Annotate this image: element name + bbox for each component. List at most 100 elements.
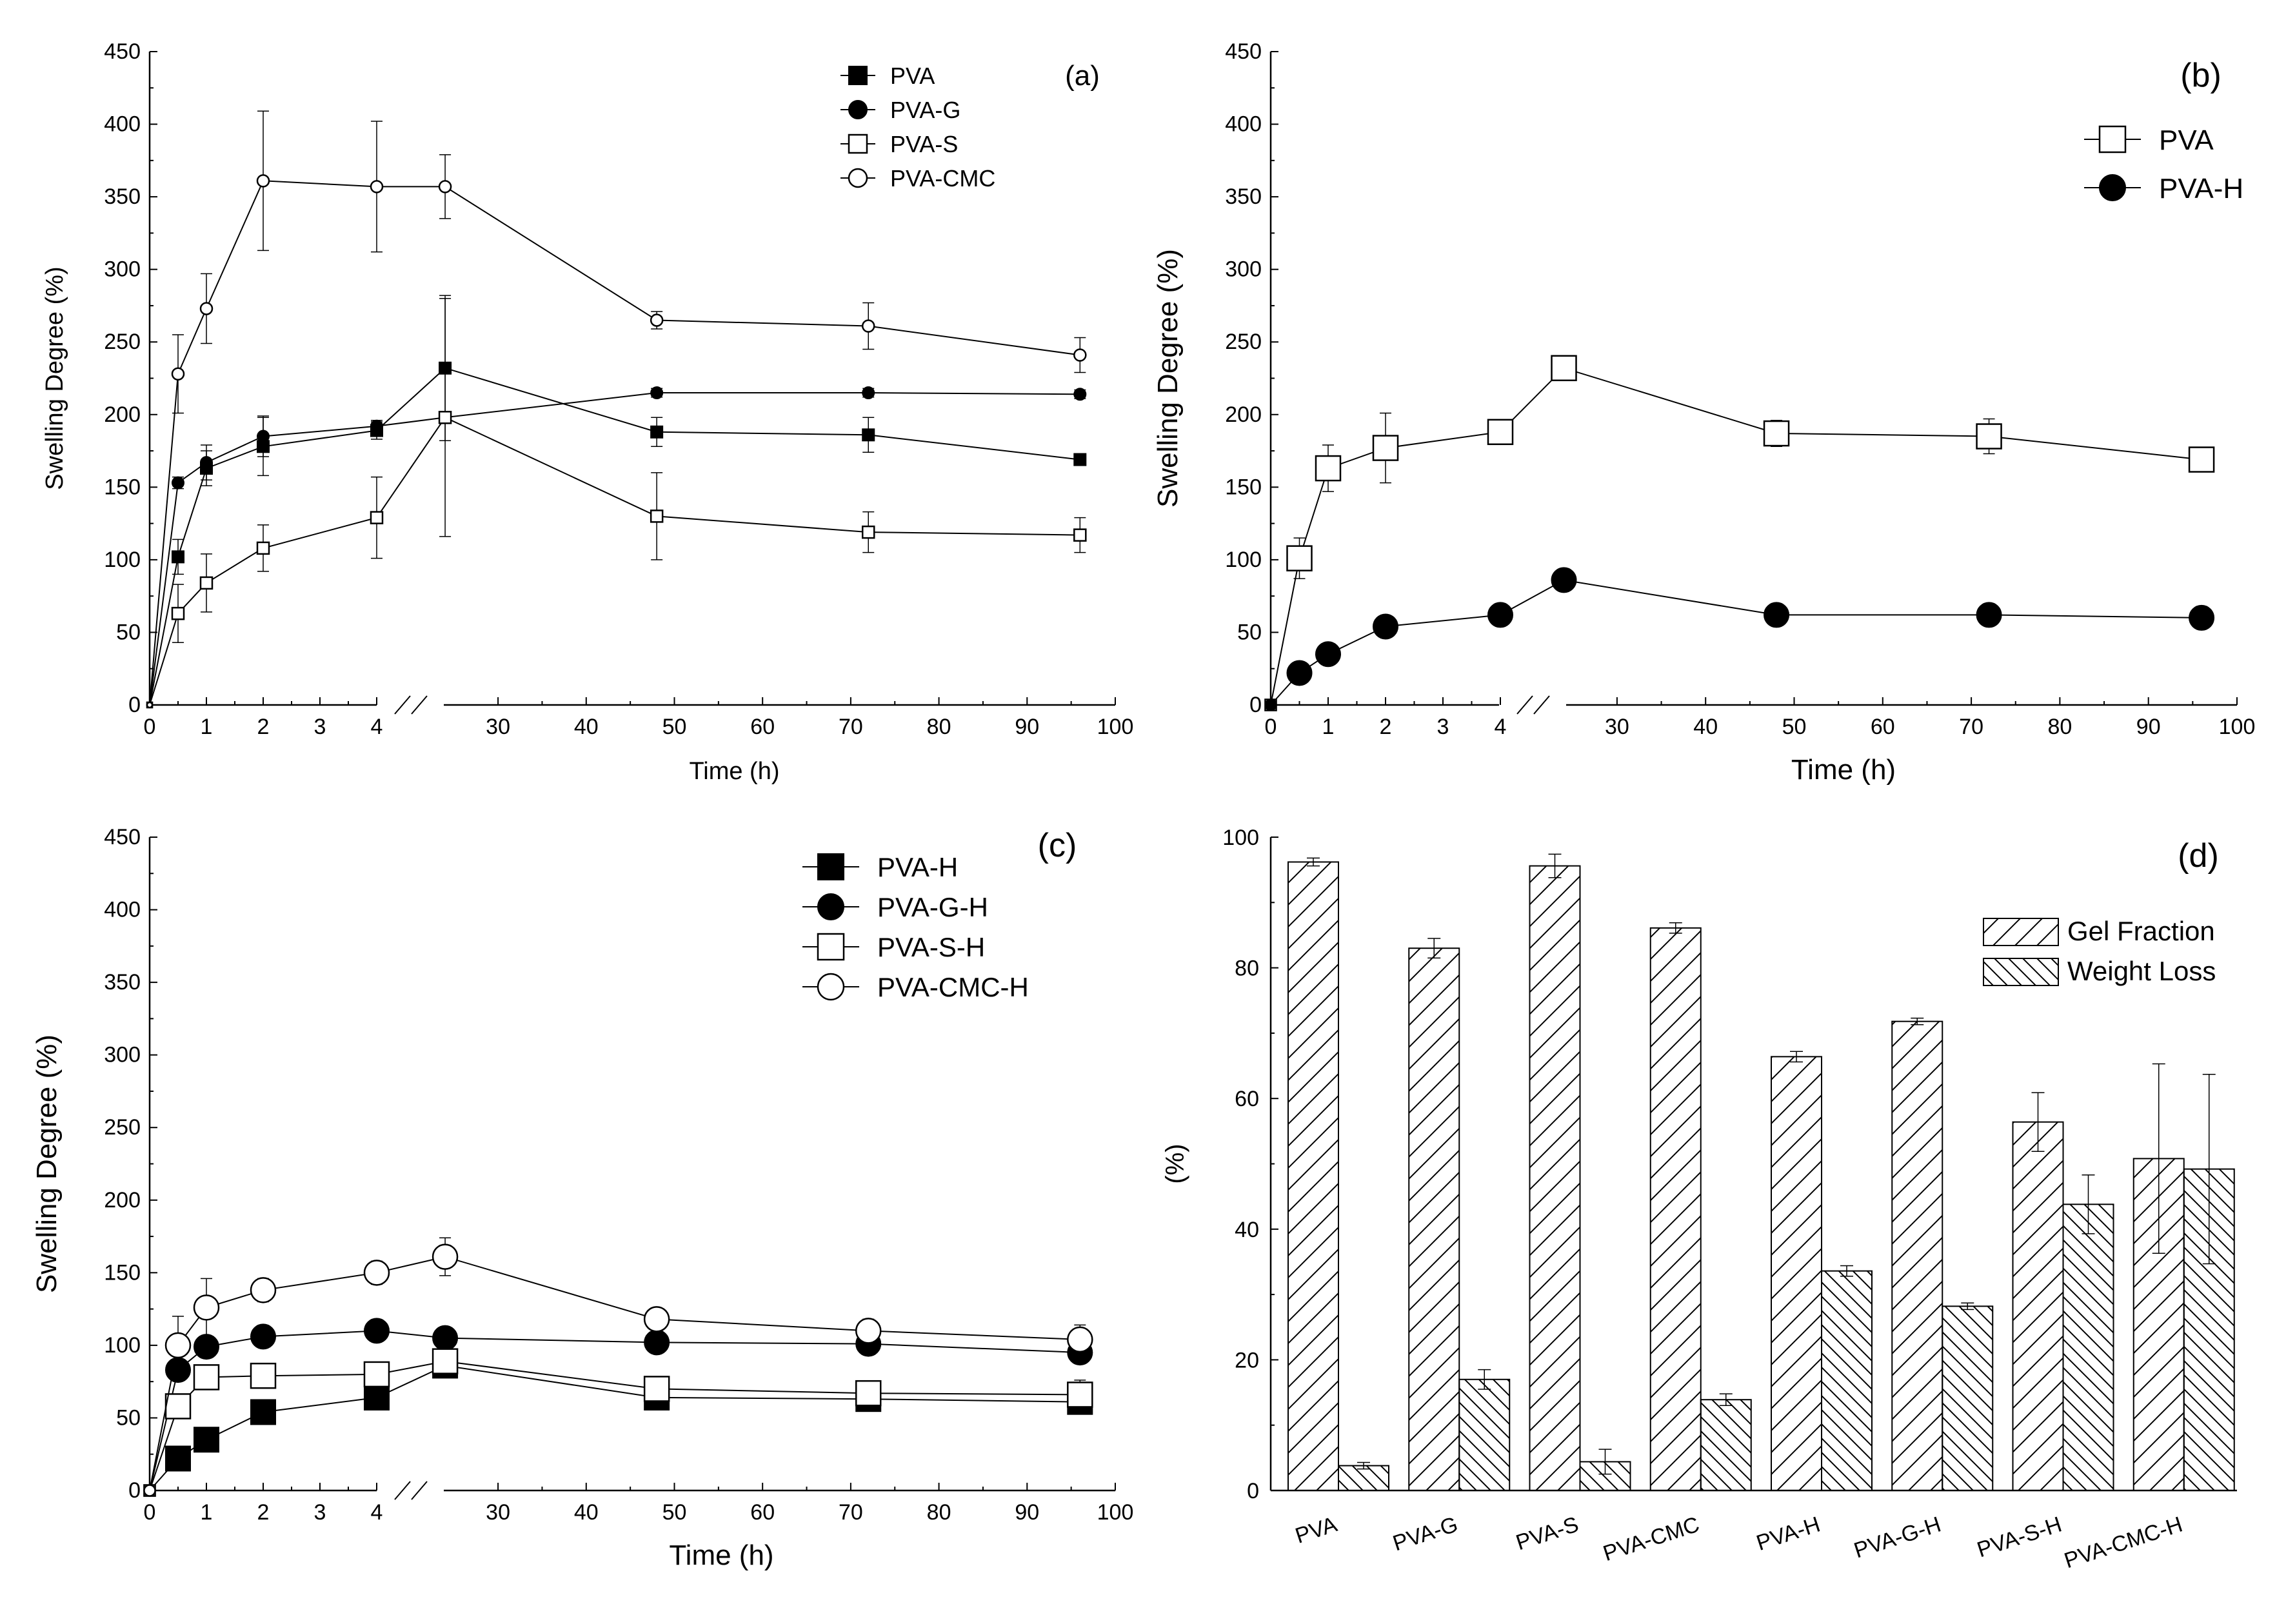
data-point	[1067, 1326, 1093, 1353]
x-tick-label: 70	[1959, 715, 1983, 739]
x-tick-label: 100	[1097, 715, 1134, 739]
legend-marker	[2098, 125, 2127, 153]
legend-marker	[817, 853, 844, 880]
legend-label: PVA-G-H	[877, 892, 988, 922]
x-tick-label: 0	[144, 1500, 156, 1525]
series-PVA: PVA	[146, 63, 1087, 709]
y-tick-label: 350	[1225, 184, 1262, 209]
y-tick-label: 400	[1225, 112, 1262, 137]
y-tick-label: 0	[1247, 1479, 1259, 1503]
x-tick-label: 1	[201, 715, 213, 739]
category-PVA-CMC: PVA-CMC	[1600, 922, 1752, 1566]
data-point	[171, 367, 185, 381]
y-tick-label: 250	[1225, 330, 1262, 354]
data-point	[432, 1325, 459, 1351]
category-label: PVA-G	[1390, 1512, 1461, 1556]
legend-marker	[2099, 174, 2126, 201]
x-tick-label: 0	[144, 715, 156, 739]
data-point	[171, 606, 185, 620]
data-point	[143, 1484, 156, 1497]
data-point	[1551, 355, 1577, 381]
x-tick-label: 1	[201, 1500, 213, 1525]
data-point	[1487, 419, 1514, 446]
x-tick-label: 70	[839, 715, 863, 739]
data-point	[370, 180, 384, 193]
series-PVA: PVA	[1264, 124, 2215, 711]
x-tick-label: 3	[314, 715, 326, 739]
y-tick-label: 300	[104, 257, 141, 282]
legend-label: PVA-G	[890, 97, 960, 123]
data-point	[363, 1260, 390, 1286]
x-tick-label: 90	[1015, 715, 1039, 739]
legend-swatch	[1983, 918, 2059, 946]
x-tick-label: 2	[1380, 715, 1392, 739]
data-point	[855, 1318, 882, 1344]
panel-letter: (a)	[1065, 60, 1100, 92]
y-axis-label: Swelling Degree (%)	[41, 266, 68, 490]
y-axis-label: Swelling Degree (%)	[1152, 249, 1184, 508]
x-tick-label: 60	[750, 1500, 775, 1525]
x-tick-label: 30	[486, 715, 510, 739]
category-PVA-S: PVA-S	[1513, 853, 1631, 1555]
data-point	[1976, 423, 2002, 450]
legend-label: Weight Loss	[2067, 956, 2216, 986]
data-point	[194, 1427, 219, 1453]
axis-break-mark	[1516, 695, 1533, 715]
y-tick-label: 250	[104, 330, 141, 354]
data-point	[862, 428, 875, 442]
y-tick-label: 150	[1225, 475, 1262, 499]
category-PVA-G: PVA-G	[1390, 938, 1511, 1556]
series-PVA-S: PVA-S	[146, 131, 1087, 709]
x-tick-label: 40	[1693, 715, 1718, 739]
x-tick-label: 3	[314, 1500, 326, 1525]
category-label: PVA-CMC-H	[2062, 1512, 2186, 1573]
series-PVA-H: PVA-H	[143, 852, 1093, 1497]
data-point	[2189, 604, 2215, 631]
x-tick-label: 100	[2219, 715, 2256, 739]
panel-2: 0 50 100 150 200 250 300 350 400 450 0 1 2 3 4 30 40 50 60…	[31, 825, 1133, 1571]
series-line	[1270, 367, 2202, 706]
x-tick-label: 4	[371, 715, 383, 739]
x-axis-label: Time (h)	[689, 758, 779, 785]
data-point	[861, 525, 875, 539]
legend-marker	[848, 66, 868, 85]
x-tick-label: 2	[257, 715, 270, 739]
x-tick-label: 4	[371, 1500, 383, 1525]
category-label: PVA-S-H	[1974, 1512, 2065, 1562]
data-point	[862, 386, 875, 400]
data-point	[643, 1376, 670, 1402]
y-tick-label: 100	[1225, 548, 1262, 572]
legend-marker	[848, 100, 868, 119]
x-tick-label: 50	[662, 1500, 687, 1525]
y-tick-label: 40	[1235, 1218, 1259, 1242]
y-tick-label: 50	[116, 620, 141, 644]
series-PVA-CMC-H: PVA-CMC-H	[143, 972, 1093, 1497]
y-tick-label: 200	[104, 1188, 141, 1213]
bar	[2012, 1121, 2064, 1491]
axis-break-mark	[411, 1481, 428, 1500]
y-tick-label: 0	[128, 1478, 141, 1503]
x-tick-label: 90	[2136, 715, 2161, 739]
data-point	[432, 1243, 459, 1270]
data-point	[1073, 388, 1087, 401]
y-tick-label: 400	[104, 112, 141, 137]
data-point	[200, 456, 213, 470]
legend-label: Gel Fraction	[2067, 916, 2215, 946]
series-line	[149, 1360, 1080, 1491]
data-point	[1286, 545, 1313, 571]
y-tick-label: 450	[104, 825, 141, 849]
x-tick-label: 1	[1322, 715, 1335, 739]
x-tick-label: 40	[574, 1500, 599, 1525]
data-point	[146, 701, 154, 709]
legend-label: PVA-H	[2159, 173, 2243, 204]
data-point	[370, 419, 383, 433]
y-tick-label: 300	[1225, 257, 1262, 282]
data-point	[165, 1445, 191, 1472]
data-point	[194, 1334, 219, 1360]
bar	[1529, 865, 1581, 1491]
y-axis-label: (%)	[1161, 1144, 1189, 1183]
bar	[1891, 1020, 1943, 1491]
x-tick-label: 80	[2047, 715, 2072, 739]
category-label: PVA	[1292, 1512, 1340, 1548]
x-tick-label: 3	[1437, 715, 1449, 739]
